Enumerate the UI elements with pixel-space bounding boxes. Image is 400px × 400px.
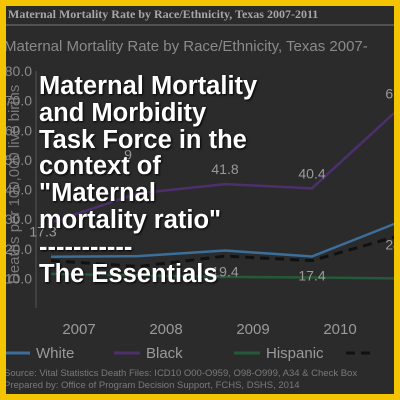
series-line-white — [50, 222, 394, 258]
data-label: 24.4 — [385, 237, 394, 253]
x-tick-labels: 20072008200920102011 — [62, 321, 356, 338]
banner-title: Maternal Mortality Rate by Race/Ethnicit… — [8, 7, 318, 21]
data-label: 41.8 — [211, 161, 238, 177]
data-label: 17.3 — [29, 223, 56, 239]
x-tick-label: 2007 — [62, 321, 95, 338]
line-chart: Maternal Mortality Rate by Race/Ethnicit… — [6, 7, 394, 391]
chart-title: Maternal Mortality Rate by Race/Ethnicit… — [6, 38, 368, 55]
y-tick-label: 60.0 — [6, 122, 32, 138]
overlay-line: mortality ratio" — [39, 205, 222, 234]
overlay-line: Task Force in the — [39, 125, 247, 154]
data-label: 67.3 — [385, 86, 394, 102]
y-tick-label: 10.0 — [6, 270, 32, 286]
y-axis-label: Deaths per 100,000 live births — [6, 85, 23, 284]
overlay-line: The Essentials — [39, 259, 218, 288]
y-tick-label: 50.0 — [6, 152, 32, 168]
y-tick-label: 80.0 — [6, 63, 32, 79]
prepared-by-note: Prepared by: Office of Program Decision … — [6, 380, 300, 391]
series-line-black — [50, 111, 394, 224]
y-tick-label: 20.0 — [6, 241, 32, 257]
data-label: 19.4 — [211, 264, 238, 280]
legend: White Black Hispanic — [6, 345, 372, 362]
data-label: 9 — [124, 146, 132, 162]
overlay-line: ----------- — [39, 232, 133, 261]
series-lines — [50, 111, 394, 280]
overlay-line: Maternal Mortality — [39, 72, 258, 100]
overlay-line: context of — [39, 152, 161, 181]
x-tick-label: 2010 — [323, 321, 356, 338]
chart-panel: Maternal Mortality Rate by Race/Ethnicit… — [6, 6, 394, 394]
overlay-caption: Maternal Mortality and Morbidity Task Fo… — [39, 73, 379, 287]
banner: Maternal Mortality Rate by Race/Ethnicit… — [6, 7, 394, 26]
overlay-line: "Maternal — [39, 179, 156, 208]
y-tick-label: 40.0 — [6, 182, 32, 198]
series-line-hispanic — [50, 272, 394, 280]
y-tick-label: 30.0 — [6, 211, 32, 227]
x-tick-label: 2008 — [149, 321, 182, 338]
data-label: 40.4 — [298, 165, 325, 181]
series-line-dashed — [50, 235, 394, 269]
y-tick-label: 70.0 — [6, 93, 32, 109]
x-tick-label: 2009 — [236, 321, 269, 338]
y-tick-labels: 10.0 20.0 30.0 40.0 50.0 60.0 70.0 80.0 — [6, 63, 32, 286]
data-label: 17.4 — [298, 267, 325, 283]
overlay-line: and Morbidity — [39, 98, 207, 127]
legend-label: White — [36, 345, 74, 362]
legend-label: Black — [146, 345, 183, 362]
legend-label: Hispanic — [266, 345, 324, 362]
data-labels: 17.3 9 41.8 40.4 67.3 19.4 17.4 24.4 — [29, 86, 394, 284]
source-note: Source: Vital Statistics Death Files: IC… — [6, 368, 357, 379]
